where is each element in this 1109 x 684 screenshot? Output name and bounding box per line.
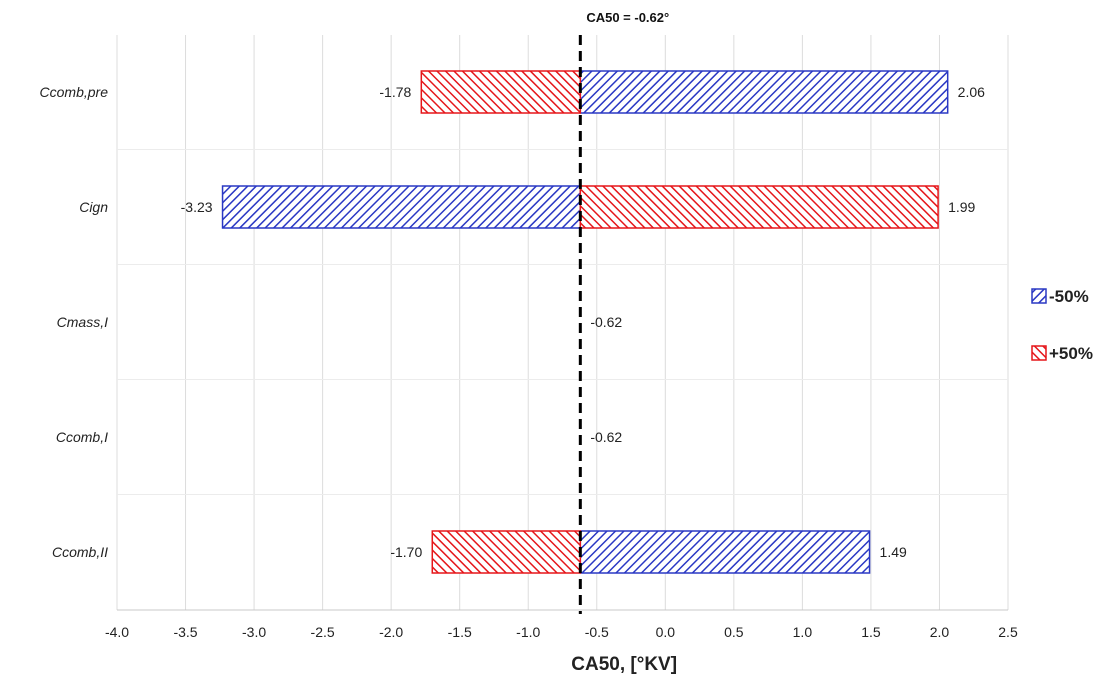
x-tick-label: 0.0 <box>656 624 676 640</box>
x-tick-label: -2.5 <box>311 624 335 640</box>
data-label: -0.62 <box>590 429 622 445</box>
x-tick-label: 1.5 <box>861 624 881 640</box>
x-tick-label: -4.0 <box>105 624 129 640</box>
data-label: -0.62 <box>590 314 622 330</box>
data-label: -1.78 <box>379 84 411 100</box>
legend-entry: -50% <box>1049 287 1089 306</box>
baseline-label: CA50 = -0.62° <box>586 10 669 25</box>
bar-plus50 <box>431 530 582 574</box>
category-label: Ccomb,II <box>52 544 108 560</box>
data-label: -3.23 <box>181 199 213 215</box>
data-label: -1.70 <box>390 544 422 560</box>
data-label: 1.99 <box>948 199 975 215</box>
bar-minus50 <box>579 70 949 114</box>
x-tick-label: 0.5 <box>724 624 744 640</box>
bar-minus50 <box>579 530 871 574</box>
x-tick-label: 2.5 <box>998 624 1018 640</box>
x-tick-label: -1.0 <box>516 624 540 640</box>
category-label: Ccomb,I <box>56 429 108 445</box>
x-tick-label: -1.5 <box>448 624 472 640</box>
x-tick-label: -2.0 <box>379 624 403 640</box>
x-tick-label: -3.0 <box>242 624 266 640</box>
gridlines <box>116 35 1009 611</box>
bar-plus50 <box>579 185 939 229</box>
legend-swatch <box>1031 345 1047 361</box>
category-label: Ccomb,pre <box>40 84 109 100</box>
bars <box>221 70 949 574</box>
x-axis-title: CA50, [°KV] <box>571 654 677 675</box>
x-tick-label: 1.0 <box>793 624 813 640</box>
legend: -50% +50% <box>1031 287 1093 363</box>
category-label: Cign <box>79 199 108 215</box>
bar-plus50 <box>420 70 582 114</box>
legend-entry: +50% <box>1049 344 1093 363</box>
x-tick-label: 2.0 <box>930 624 950 640</box>
category-label: Cmass,I <box>57 314 108 330</box>
data-label: 1.49 <box>880 544 907 560</box>
labels: -4.0 -3.5 -3.0 -2.5 -2.0 -1.5 -1.0 -0.5 0.0 0.5 1.… <box>40 84 1018 675</box>
x-tick-label: -0.5 <box>585 624 609 640</box>
data-label: 2.06 <box>958 84 985 100</box>
bar-minus50 <box>221 185 582 229</box>
x-tick-label: -3.5 <box>173 624 197 640</box>
reference-line: CA50 = -0.62° <box>578 10 669 614</box>
legend-swatch <box>1031 288 1047 304</box>
